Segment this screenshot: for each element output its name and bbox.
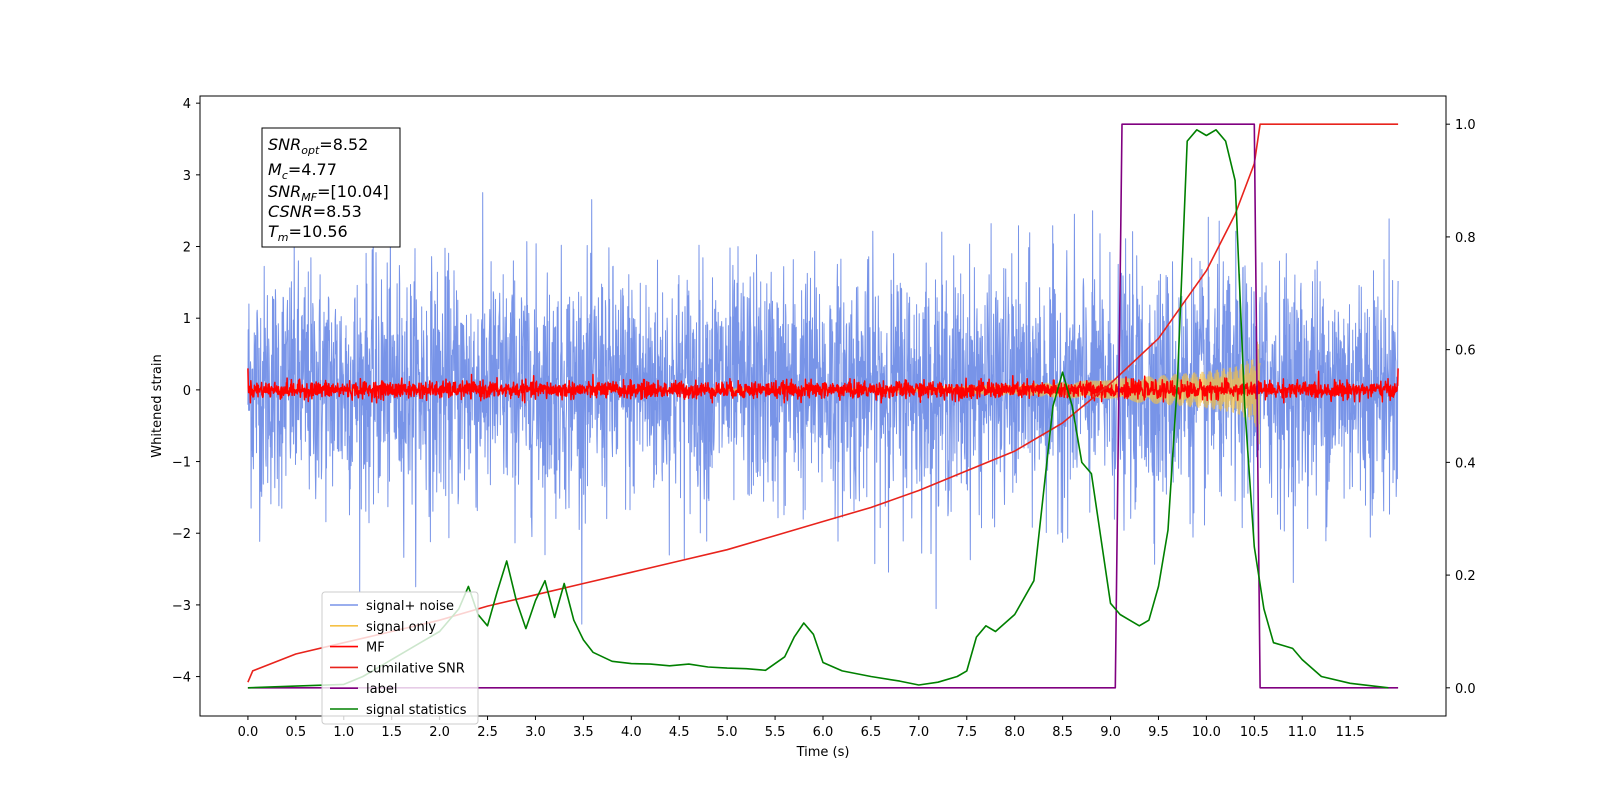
x-tick-label: 7.5 <box>956 725 977 740</box>
series-line-signal-statistics <box>247 129 1389 689</box>
x-tick-label: 7.0 <box>909 725 930 740</box>
annotation-box: SNRopt=8.52 Mc=4.77 SNRMF=[10.04] CSNR=8… <box>261 127 401 248</box>
x-tick-label: 10.0 <box>1192 725 1221 740</box>
legend-frame <box>321 591 479 725</box>
csnr-text: CSNR=8.53 <box>268 202 362 221</box>
series-line-label <box>247 123 1399 689</box>
y-tick-label: 4 <box>183 97 191 112</box>
y-right-tick-label: 1.0 <box>1455 118 1476 133</box>
x-tick-label: 4.5 <box>669 725 690 740</box>
y-axis-label: Whitened strain <box>150 354 165 457</box>
y-tick-label: 2 <box>183 241 191 256</box>
y-right-tick-label: 0.4 <box>1455 456 1476 471</box>
snr-mf-text: SNRMF=[10.04] <box>268 182 389 204</box>
y-tick-label: 0 <box>183 384 191 399</box>
legend: signal+ noise signal only MF cumilative SNR… <box>321 591 479 725</box>
y-right-tick-label: 0.6 <box>1455 344 1476 359</box>
x-axis-label: Time (s) <box>796 745 850 760</box>
legend-label: cumilative SNR <box>366 661 465 676</box>
x-axis: 0.0 0.5 1.0 1.5 2.0 2.5 3.0 3.5 4.0 4.5 5.0 5.5 6.0 6… <box>238 716 1365 740</box>
y-tick-label: 3 <box>183 169 191 184</box>
x-tick-label: 11.0 <box>1288 725 1317 740</box>
y-right-tick-label: 0.0 <box>1455 682 1476 697</box>
tm-text: Tm=10.56 <box>268 222 348 244</box>
x-tick-label: 6.5 <box>861 725 882 740</box>
legend-label: signal+ noise <box>366 599 454 614</box>
x-tick-label: 3.0 <box>525 725 546 740</box>
y-right-tick-label: 0.2 <box>1455 569 1476 584</box>
snr-opt-text: SNRopt=8.52 <box>268 135 368 157</box>
annotation-frame <box>261 127 401 248</box>
legend-label: MF <box>366 641 385 656</box>
y-tick-label: −2 <box>172 527 191 542</box>
mc-text: Mc=4.77 <box>268 160 337 182</box>
x-tick-label: 0.0 <box>238 725 259 740</box>
x-tick-label: 9.5 <box>1148 725 1169 740</box>
x-tick-label: 5.5 <box>765 725 786 740</box>
y-tick-label: −3 <box>172 599 191 614</box>
y-right-tick-label: 0.8 <box>1455 231 1476 246</box>
series-line-mf <box>247 368 1399 404</box>
x-tick-label: 10.5 <box>1240 725 1269 740</box>
x-tick-label: 5.0 <box>717 725 738 740</box>
x-tick-label: 11.5 <box>1336 725 1365 740</box>
x-tick-label: 8.5 <box>1052 725 1073 740</box>
x-tick-label: 8.0 <box>1004 725 1025 740</box>
y-axis-right: 1.0 0.8 0.6 0.4 0.2 0.0 <box>1446 118 1476 697</box>
series-line-signal-noise <box>247 192 1399 625</box>
y-tick-label: 1 <box>183 312 191 327</box>
legend-label: label <box>366 682 397 697</box>
legend-label: signal statistics <box>366 703 467 718</box>
x-tick-label: 9.0 <box>1100 725 1121 740</box>
x-tick-label: 2.5 <box>477 725 498 740</box>
legend-label: signal only <box>366 620 436 635</box>
y-axis-left: 4 3 2 1 0 −1 −2 −3 −4 <box>172 97 200 686</box>
y-tick-label: −4 <box>172 671 191 686</box>
x-tick-label: 6.0 <box>813 725 834 740</box>
x-tick-label: 2.0 <box>429 725 450 740</box>
x-tick-label: 3.5 <box>573 725 594 740</box>
x-tick-label: 1.0 <box>333 725 354 740</box>
y-tick-label: −1 <box>172 456 191 471</box>
x-tick-label: 4.0 <box>621 725 642 740</box>
x-tick-label: 0.5 <box>286 725 307 740</box>
x-tick-label: 1.5 <box>381 725 402 740</box>
